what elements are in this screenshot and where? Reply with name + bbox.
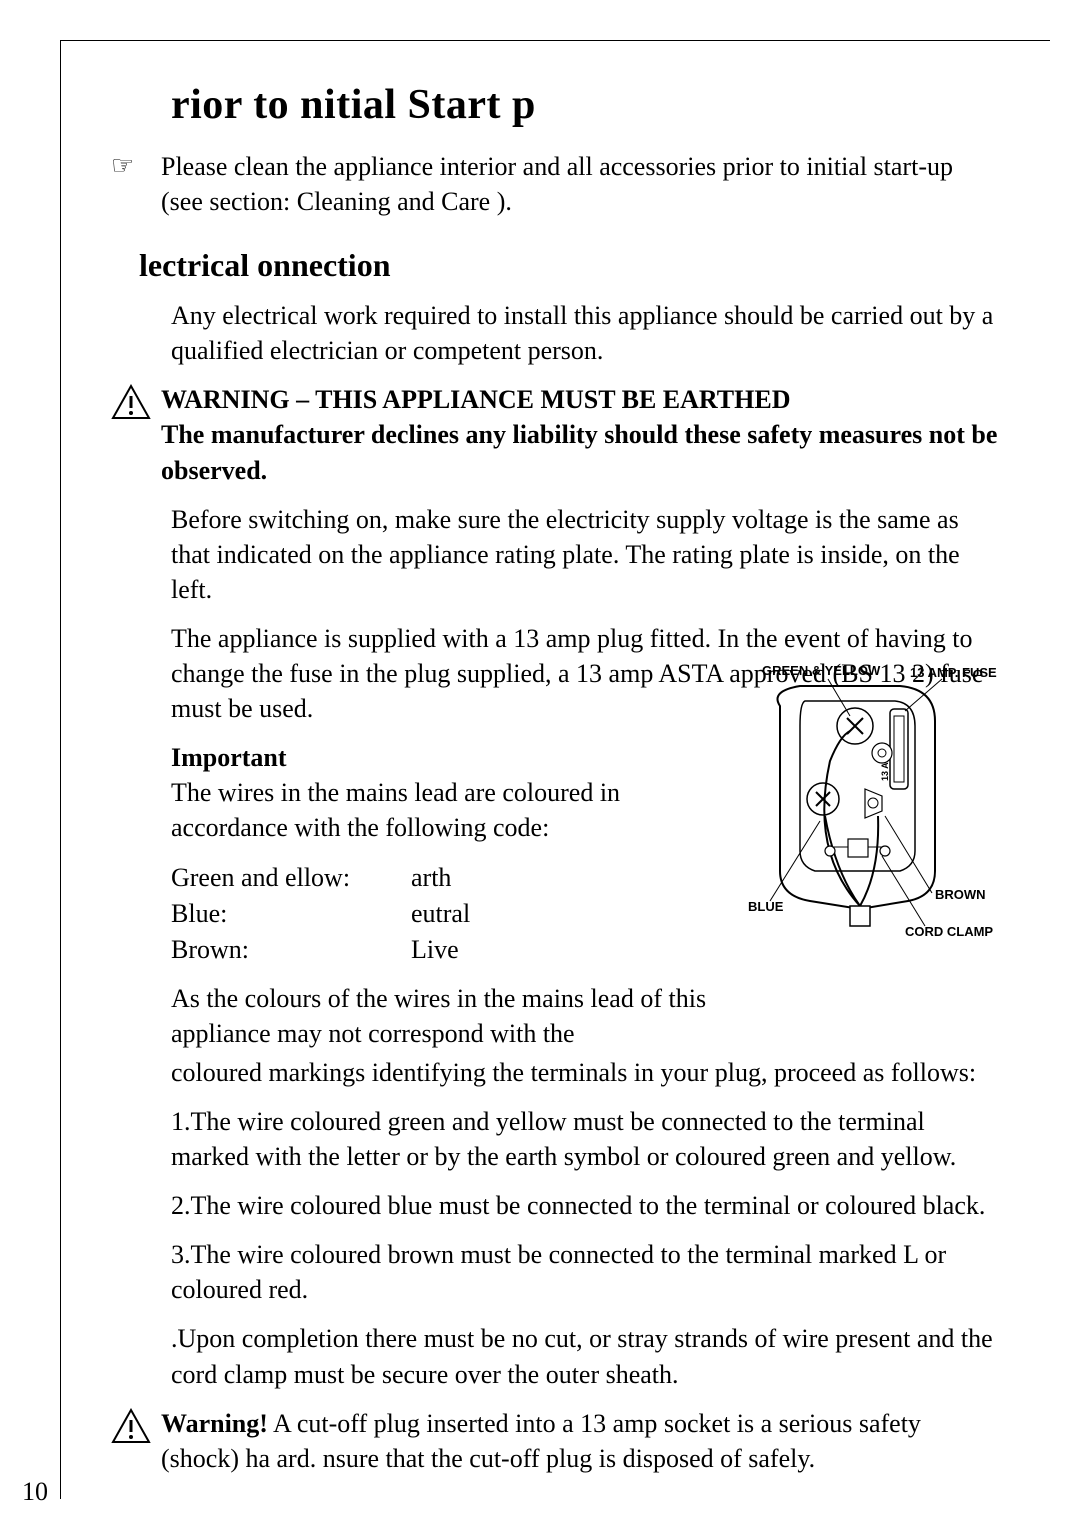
step-3: 3.The wire coloured brown must be connec…: [171, 1237, 1000, 1307]
intro-note-row: ☞ Please clean the appliance interior an…: [111, 149, 1000, 219]
warning-triangle-icon: [111, 384, 161, 425]
wire-left: Brown:: [171, 932, 411, 968]
warning-2-body: A cut-off plug inserted into a 13 amp so…: [161, 1409, 921, 1473]
para-2: Before switching on, make sure the elect…: [171, 502, 1000, 607]
plug-diagram: GREEN & YELLOW 13 AMP. FUSE 13 AMP: [710, 661, 1010, 956]
page-frame: rior to nitial Start p ☞ Please clean th…: [60, 40, 1050, 1499]
step-2: 2.The wire coloured blue must be connect…: [171, 1188, 1000, 1223]
label-blue: BLUE: [748, 899, 784, 914]
warning-sub: The manufacturer declines any liability …: [161, 420, 997, 484]
wire-right: arth: [411, 860, 451, 896]
label-green-yellow: GREEN & YELLOW: [762, 663, 881, 678]
label-fuse: 13 AMP. FUSE: [910, 665, 997, 680]
wire-left: Green and ellow:: [171, 860, 411, 896]
warning-text-1: WARNING – THIS APPLIANCE MUST BE EARTHED…: [161, 382, 1000, 487]
label-cord-clamp: CORD CLAMP: [905, 924, 993, 939]
intro-note-text: Please clean the appliance interior and …: [161, 149, 1000, 219]
warning-heading: WARNING – THIS APPLIANCE MUST BE EARTHED: [161, 385, 790, 414]
para-4b: coloured markings identifying the termin…: [171, 1055, 1000, 1090]
wire-left: Blue:: [171, 896, 411, 932]
para-4a: As the colours of the wires in the mains…: [171, 981, 721, 1051]
page-title: rior to nitial Start p: [171, 81, 1000, 129]
page-number: 10: [22, 1477, 48, 1507]
warning-row-1: WARNING – THIS APPLIANCE MUST BE EARTHED…: [111, 382, 1000, 487]
subheading-electrical: lectrical onnection: [139, 247, 1000, 284]
important-text: The wires in the mains lead are coloured…: [171, 778, 620, 842]
pointing-hand-icon: ☞: [111, 151, 161, 181]
step-1: 1.The wire coloured green and yellow mus…: [171, 1104, 1000, 1174]
wire-right: eutral: [411, 896, 470, 932]
wire-right: Live: [411, 932, 459, 968]
important-label: Important: [171, 743, 287, 772]
label-brown: BROWN: [935, 887, 986, 902]
warning-text-2: Warning! A cut-off plug inserted into a …: [161, 1406, 1000, 1476]
warning-row-2: Warning! A cut-off plug inserted into a …: [111, 1406, 1000, 1476]
warning-2-label: Warning!: [161, 1409, 268, 1438]
important-block: Important The wires in the mains lead ar…: [171, 740, 721, 845]
step-4: .Upon completion there must be no cut, o…: [171, 1321, 1000, 1391]
para-1: Any electrical work required to install …: [171, 298, 1000, 368]
warning-triangle-icon: [111, 1408, 161, 1449]
